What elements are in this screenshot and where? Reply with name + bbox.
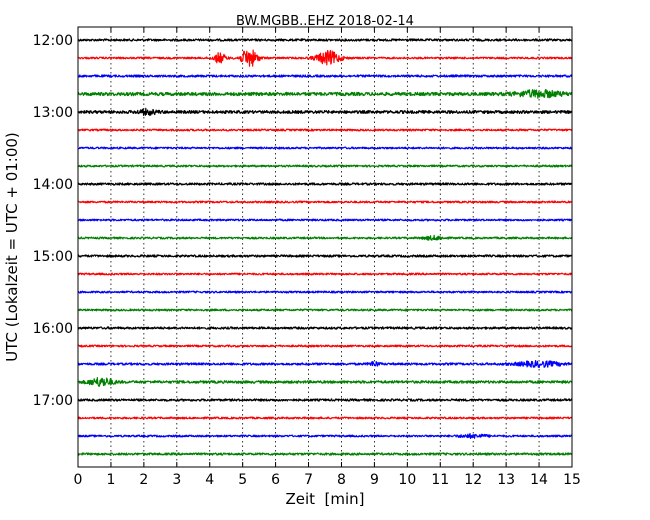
x-axis-ticks: 0 1 2 3 4 5 6 7 8 9 10 11 12 13 14 15 — [74, 27, 581, 488]
trace-1730 — [77, 433, 573, 439]
trace-1700 — [77, 398, 573, 402]
x-tick-label-7: 7 — [304, 472, 313, 488]
x-tick-label-0: 0 — [74, 472, 83, 488]
x-tick-label-4: 4 — [205, 472, 214, 488]
trace-1630 — [77, 359, 573, 369]
x-tick-label-9: 9 — [370, 472, 379, 488]
x-tick-label-3: 3 — [172, 472, 181, 488]
trace-1230 — [77, 74, 573, 78]
plot-frame — [77, 26, 573, 468]
trace-1415 — [77, 200, 573, 204]
trace-1615 — [77, 344, 573, 348]
x-tick-label-11: 11 — [431, 472, 449, 488]
y-tick-label-0: 12:00 — [33, 33, 73, 49]
trace-1745 — [77, 452, 573, 456]
y-tick-label-5: 17:00 — [33, 393, 73, 409]
grid-lines — [110, 27, 540, 467]
trace-1645 — [77, 377, 573, 387]
y-tick-label-1: 13:00 — [33, 105, 73, 121]
y-axis-label: UTC (Lokalzeit = UTC + 01:00) — [3, 132, 21, 362]
x-tick-label-10: 10 — [398, 472, 416, 488]
trace-1515 — [77, 272, 573, 276]
trace-1245 — [77, 88, 573, 99]
x-axis-label: Zeit [min] — [285, 490, 364, 508]
x-tick-label-8: 8 — [337, 472, 346, 488]
trace-1600 — [77, 326, 573, 330]
trace-1445 — [77, 234, 573, 241]
x-tick-label-12: 12 — [464, 472, 482, 488]
x-tick-label-1: 1 — [106, 472, 115, 488]
trace-1500 — [77, 254, 573, 258]
trace-1430 — [77, 218, 573, 222]
x-tick-label-13: 13 — [497, 472, 515, 488]
x-tick-label-5: 5 — [238, 472, 247, 488]
chart-title: BW.MGBB..EHZ 2018-02-14 — [236, 14, 414, 29]
y-tick-label-2: 14:00 — [33, 177, 73, 193]
trace-1300 — [77, 107, 573, 116]
x-tick-label-2: 2 — [139, 472, 148, 488]
y-tick-label-4: 16:00 — [33, 321, 73, 337]
trace-1330 — [77, 146, 573, 150]
trace-1315 — [77, 128, 573, 132]
trace-1545 — [77, 308, 573, 312]
trace-1345 — [77, 164, 573, 168]
y-axis-ticks: 12:00 13:00 14:00 15:00 16:00 17:00 — [33, 33, 572, 409]
trace-1200 — [77, 38, 573, 42]
y-tick-label-3: 15:00 — [33, 249, 73, 265]
x-tick-label-14: 14 — [530, 472, 548, 488]
trace-1400 — [77, 182, 573, 186]
trace-1530 — [77, 290, 573, 294]
trace-1715 — [77, 416, 573, 420]
x-tick-label-6: 6 — [271, 472, 280, 488]
x-tick-label-15: 15 — [563, 472, 581, 488]
seismic-traces — [77, 38, 573, 456]
trace-1215 — [77, 49, 573, 67]
